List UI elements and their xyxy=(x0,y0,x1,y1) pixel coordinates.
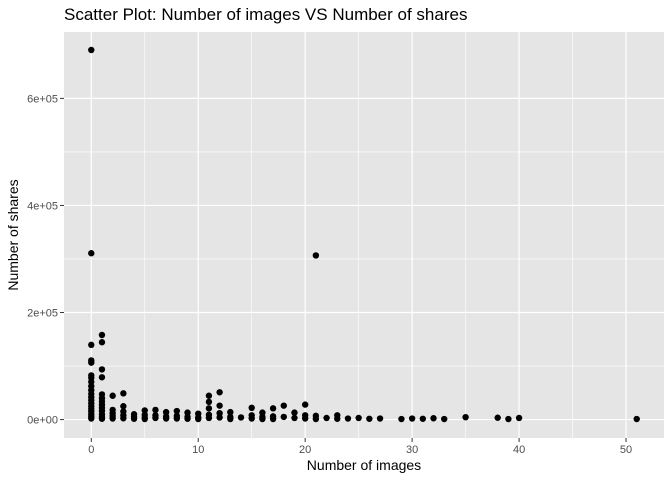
scatter-point xyxy=(184,415,191,422)
scatter-point xyxy=(173,415,181,422)
scatter-point xyxy=(109,415,116,422)
scatter-point xyxy=(205,398,213,406)
scatter-point xyxy=(259,415,266,423)
scatter-point xyxy=(195,415,202,423)
scatter-point xyxy=(120,390,127,397)
scatter-point xyxy=(269,405,277,412)
axis-ticks xyxy=(60,97,627,442)
x-axis-tick-labels: 0 10 20 30 40 50 xyxy=(88,444,632,456)
scatter-point xyxy=(98,415,106,422)
scatter-point xyxy=(88,415,95,422)
scatter-point xyxy=(173,407,181,415)
scatter-point xyxy=(323,414,330,422)
y-axis-tick-labels: 0e+00 2e+05 4e+05 6e+05 xyxy=(27,93,58,426)
scatter-point xyxy=(505,415,512,423)
scatter-point xyxy=(248,404,255,412)
y-axis-title: Number of shares xyxy=(5,179,21,290)
scatter-point xyxy=(88,341,95,349)
scatter-point xyxy=(216,389,223,396)
scatter-point xyxy=(152,414,159,422)
scatter-point xyxy=(130,415,138,422)
scatter-point xyxy=(366,415,373,422)
scatter-point xyxy=(291,409,298,416)
scatter-point xyxy=(344,415,352,422)
scatter-point xyxy=(494,414,501,421)
scatter-point xyxy=(301,401,309,408)
scatter-point xyxy=(237,414,245,421)
x-tick-label: 50 xyxy=(620,444,632,456)
scatter-point xyxy=(88,46,95,54)
scatter-point xyxy=(633,415,640,423)
scatter-point xyxy=(227,415,234,423)
scatter-point xyxy=(398,415,405,423)
scatter-point xyxy=(205,414,213,422)
scatter-point xyxy=(109,392,116,399)
scatter-point xyxy=(120,403,127,410)
y-tick-label: 4e+05 xyxy=(27,200,58,212)
scatter-point xyxy=(430,415,437,422)
y-tick-label: 6e+05 xyxy=(27,93,58,105)
scatter-point xyxy=(162,415,170,422)
scatter-point xyxy=(205,392,213,399)
y-tick-label: 2e+05 xyxy=(27,308,58,320)
minor-gridlines xyxy=(64,32,664,438)
scatter-point xyxy=(312,415,320,423)
major-gridlines xyxy=(64,32,664,438)
scatter-point xyxy=(141,415,148,423)
chart-title: Scatter Plot: Number of images VS Number… xyxy=(64,5,467,24)
scatter-point xyxy=(462,413,469,421)
scatter-point xyxy=(120,415,127,422)
x-tick-label: 10 xyxy=(192,444,204,456)
scatter-point xyxy=(269,415,277,423)
x-tick-label: 20 xyxy=(299,444,311,456)
plot-panel xyxy=(64,32,664,438)
x-axis-title: Number of images xyxy=(307,457,421,473)
scatter-point xyxy=(419,415,427,422)
y-tick-label: 0e+00 xyxy=(27,415,58,427)
scatter-point xyxy=(334,415,341,422)
scatter-point xyxy=(88,359,95,366)
scatter-point xyxy=(441,415,448,423)
scatter-point xyxy=(88,250,95,257)
data-points xyxy=(88,46,640,423)
scatter-point xyxy=(291,414,298,422)
scatter-point xyxy=(280,413,287,421)
x-tick-label: 30 xyxy=(406,444,418,456)
scatter-point xyxy=(301,415,309,422)
scatter-point xyxy=(98,331,106,339)
scatter-point xyxy=(408,415,416,422)
scatter-point xyxy=(205,405,213,412)
scatter-point xyxy=(376,415,384,422)
scatter-point xyxy=(280,402,287,409)
scatter-point xyxy=(312,252,320,259)
x-tick-label: 0 xyxy=(88,444,94,456)
scatter-point xyxy=(216,402,223,409)
scatter-point xyxy=(216,414,223,421)
scatter-point xyxy=(98,366,106,373)
scatter-point xyxy=(227,408,234,416)
scatter-point xyxy=(98,374,106,381)
scatter-point xyxy=(515,414,523,422)
scatter-point xyxy=(355,414,362,422)
scatter-point xyxy=(98,339,106,346)
x-tick-label: 40 xyxy=(513,444,525,456)
scatter-point xyxy=(152,406,159,414)
scatter-point xyxy=(248,415,255,422)
